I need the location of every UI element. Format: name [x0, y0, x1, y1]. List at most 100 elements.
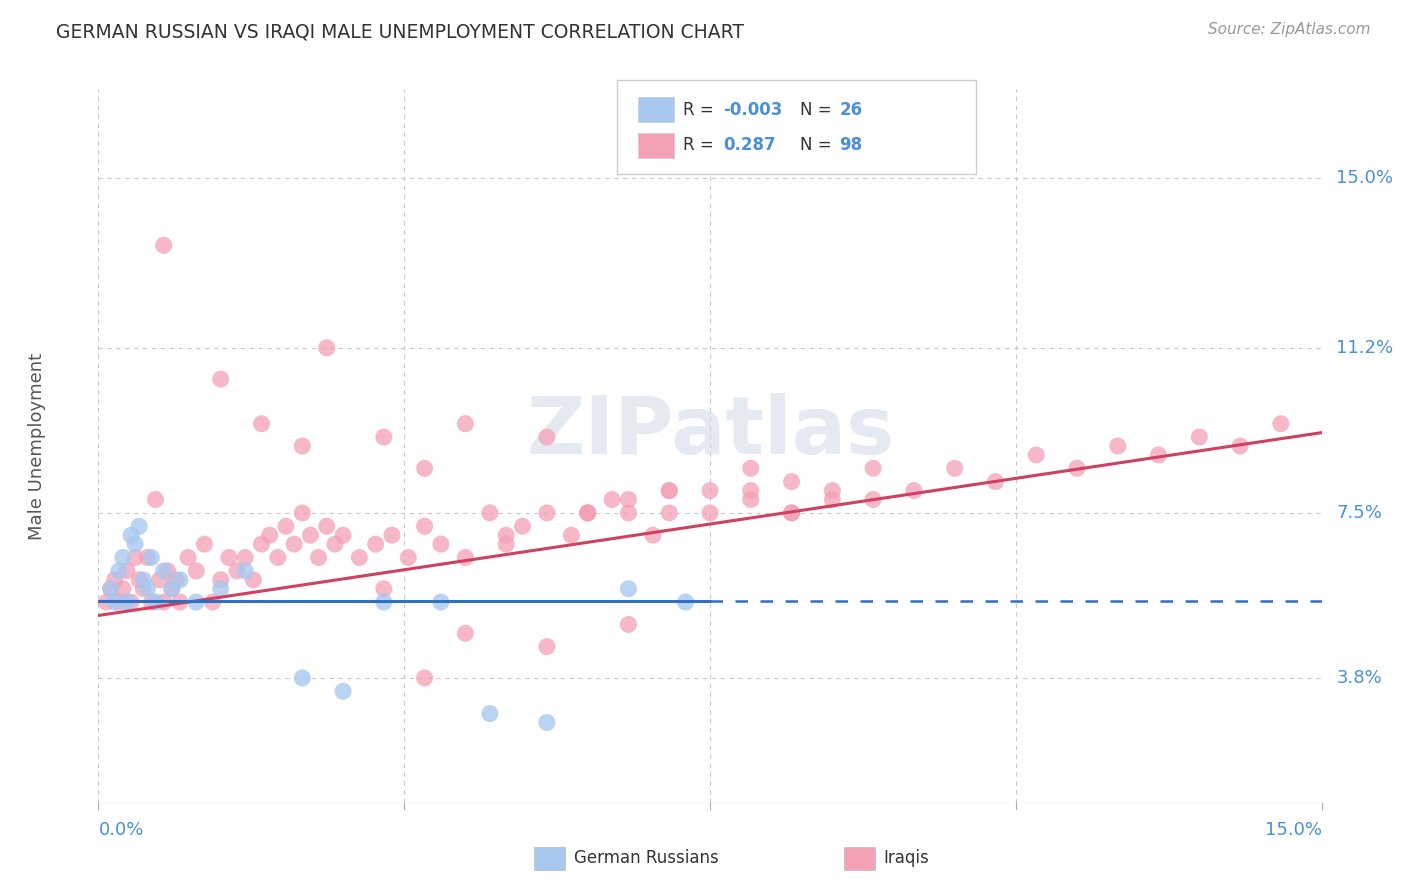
- Point: [193, 537, 215, 551]
- Point: [740, 483, 762, 498]
- Text: R =: R =: [683, 101, 720, 119]
- Point: [299, 528, 322, 542]
- Point: [454, 550, 477, 565]
- Point: [862, 461, 884, 475]
- Text: German Russians: German Russians: [574, 849, 718, 867]
- Point: [1066, 461, 1088, 475]
- Point: [332, 684, 354, 698]
- Point: [315, 341, 337, 355]
- Point: [108, 595, 131, 609]
- Point: [740, 492, 762, 507]
- Point: [699, 483, 721, 498]
- Point: [617, 582, 640, 596]
- Point: [108, 564, 131, 578]
- Point: [145, 595, 167, 609]
- Point: [209, 573, 232, 587]
- Point: [495, 528, 517, 542]
- Text: Source: ZipAtlas.com: Source: ZipAtlas.com: [1208, 22, 1371, 37]
- Point: [1229, 439, 1251, 453]
- Point: [454, 417, 477, 431]
- Point: [495, 537, 517, 551]
- Point: [315, 519, 337, 533]
- Point: [141, 550, 163, 565]
- Point: [381, 528, 404, 542]
- Point: [267, 550, 290, 565]
- Point: [250, 417, 273, 431]
- Point: [291, 439, 314, 453]
- Point: [132, 573, 155, 587]
- Point: [1270, 417, 1292, 431]
- Point: [576, 506, 599, 520]
- Point: [209, 372, 232, 386]
- Point: [413, 519, 436, 533]
- Point: [160, 582, 183, 596]
- Point: [141, 595, 163, 609]
- Point: [658, 506, 681, 520]
- Point: [1188, 430, 1211, 444]
- Point: [136, 550, 159, 565]
- Point: [903, 483, 925, 498]
- Text: 15.0%: 15.0%: [1336, 169, 1393, 187]
- Point: [218, 550, 240, 565]
- Point: [274, 519, 297, 533]
- Point: [373, 430, 395, 444]
- Point: [536, 506, 558, 520]
- Point: [821, 483, 844, 498]
- Point: [124, 550, 146, 565]
- Text: ZIPatlas: ZIPatlas: [526, 392, 894, 471]
- Point: [396, 550, 419, 565]
- Point: [124, 537, 146, 551]
- Point: [658, 483, 681, 498]
- Point: [226, 564, 249, 578]
- Point: [323, 537, 346, 551]
- Text: N =: N =: [800, 136, 837, 154]
- Text: GERMAN RUSSIAN VS IRAQI MALE UNEMPLOYMENT CORRELATION CHART: GERMAN RUSSIAN VS IRAQI MALE UNEMPLOYMEN…: [56, 22, 744, 41]
- Point: [600, 492, 623, 507]
- Point: [233, 550, 256, 565]
- Point: [209, 582, 232, 596]
- Point: [136, 582, 159, 596]
- Point: [156, 564, 179, 578]
- Point: [478, 506, 501, 520]
- Text: 11.2%: 11.2%: [1336, 339, 1393, 357]
- Text: 98: 98: [839, 136, 863, 154]
- Point: [145, 492, 167, 507]
- Point: [576, 506, 599, 520]
- Point: [120, 528, 142, 542]
- Point: [617, 506, 640, 520]
- Point: [821, 492, 844, 507]
- Point: [104, 573, 127, 587]
- Point: [740, 461, 762, 475]
- Point: [349, 550, 371, 565]
- Point: [259, 528, 281, 542]
- Point: [780, 506, 803, 520]
- Text: 3.8%: 3.8%: [1336, 669, 1382, 687]
- Point: [242, 573, 264, 587]
- Point: [641, 528, 664, 542]
- Text: 0.287: 0.287: [723, 136, 776, 154]
- Point: [536, 715, 558, 730]
- Point: [177, 550, 200, 565]
- Point: [128, 573, 150, 587]
- Point: [308, 550, 330, 565]
- Text: Iraqis: Iraqis: [883, 849, 929, 867]
- Point: [160, 582, 183, 596]
- Point: [111, 550, 134, 565]
- Point: [430, 537, 453, 551]
- Point: [169, 595, 191, 609]
- Point: [576, 506, 599, 520]
- Point: [1147, 448, 1170, 462]
- Point: [152, 595, 174, 609]
- Point: [617, 492, 640, 507]
- Point: [96, 595, 118, 609]
- Point: [413, 461, 436, 475]
- Point: [291, 671, 314, 685]
- Point: [100, 582, 122, 596]
- Point: [658, 483, 681, 498]
- Text: R =: R =: [683, 136, 720, 154]
- Point: [201, 595, 224, 609]
- Point: [536, 430, 558, 444]
- Point: [560, 528, 582, 542]
- Point: [233, 564, 256, 578]
- Point: [862, 492, 884, 507]
